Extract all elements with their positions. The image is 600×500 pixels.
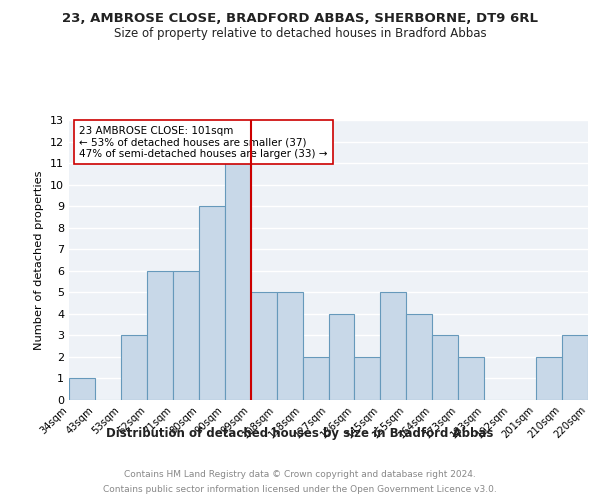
Text: Contains HM Land Registry data © Crown copyright and database right 2024.: Contains HM Land Registry data © Crown c… [124,470,476,479]
Bar [173,271,199,400]
Bar [329,314,355,400]
Bar [225,163,251,400]
Text: Distribution of detached houses by size in Bradford Abbas: Distribution of detached houses by size … [106,428,494,440]
Y-axis label: Number of detached properties: Number of detached properties [34,170,44,350]
Text: Size of property relative to detached houses in Bradford Abbas: Size of property relative to detached ho… [113,28,487,40]
Bar [355,357,380,400]
Bar [69,378,95,400]
Bar [562,336,588,400]
Bar [433,336,458,400]
Bar [302,357,329,400]
Text: Contains public sector information licensed under the Open Government Licence v3: Contains public sector information licen… [103,485,497,494]
Text: 23 AMBROSE CLOSE: 101sqm
← 53% of detached houses are smaller (37)
47% of semi-d: 23 AMBROSE CLOSE: 101sqm ← 53% of detach… [79,126,328,159]
Bar [147,271,173,400]
Bar [277,292,302,400]
Bar [536,357,562,400]
Bar [406,314,432,400]
Bar [199,206,224,400]
Bar [251,292,277,400]
Bar [121,336,147,400]
Text: 23, AMBROSE CLOSE, BRADFORD ABBAS, SHERBORNE, DT9 6RL: 23, AMBROSE CLOSE, BRADFORD ABBAS, SHERB… [62,12,538,26]
Bar [458,357,484,400]
Bar [380,292,406,400]
